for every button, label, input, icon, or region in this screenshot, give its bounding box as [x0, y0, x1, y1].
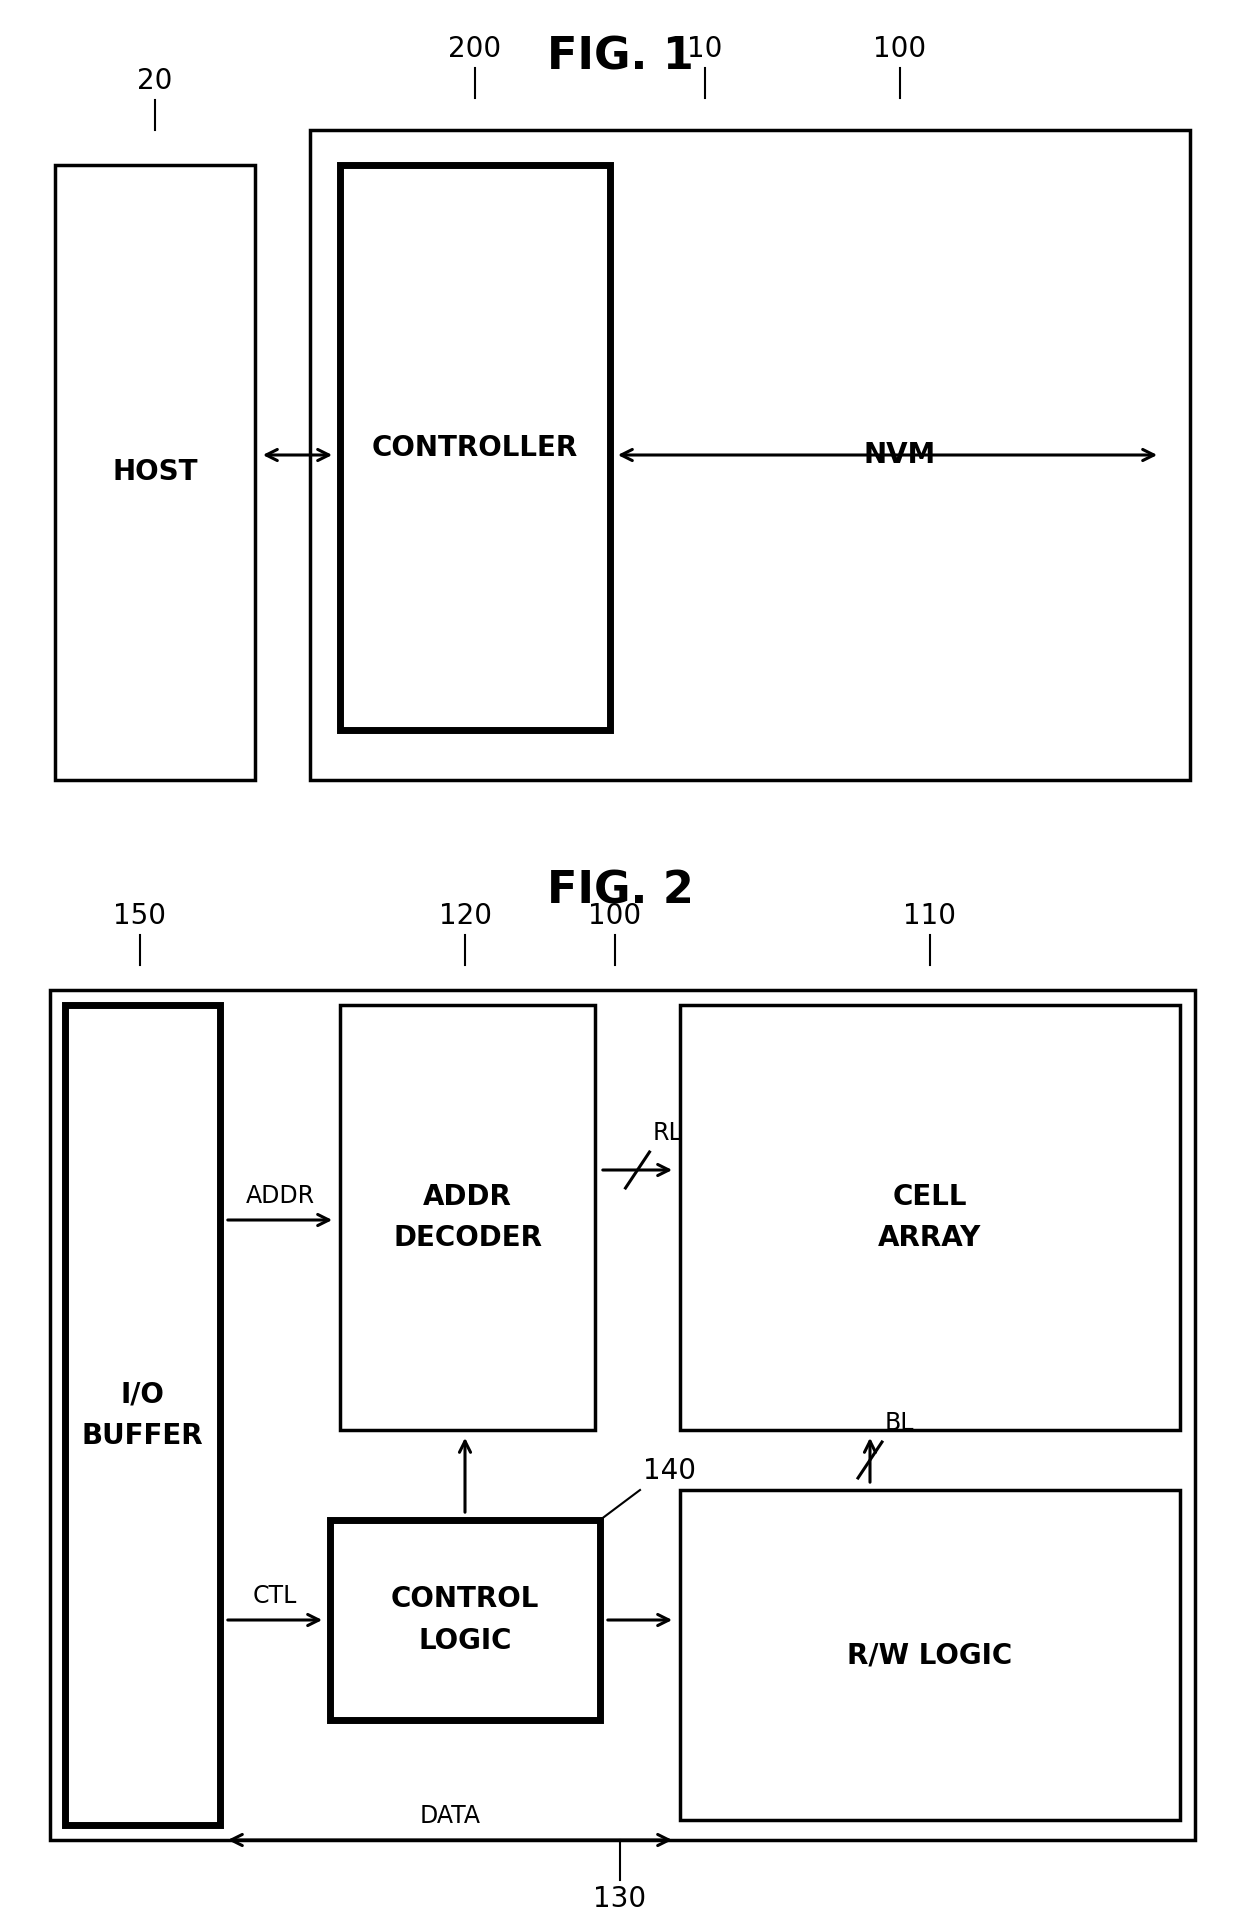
Text: BL: BL	[885, 1411, 915, 1435]
Text: NVM: NVM	[864, 440, 936, 469]
Text: CELL
ARRAY: CELL ARRAY	[878, 1183, 982, 1252]
Text: 100: 100	[589, 902, 641, 931]
Text: CTL: CTL	[253, 1585, 298, 1608]
Text: FIG. 2: FIG. 2	[547, 869, 693, 913]
Text: 20: 20	[138, 67, 172, 94]
Bar	[64, 1006, 219, 1825]
Bar	[340, 165, 610, 731]
Bar	[330, 1519, 600, 1719]
Bar	[340, 1006, 595, 1431]
Text: 150: 150	[114, 902, 166, 931]
Text: ADDR: ADDR	[246, 1185, 315, 1208]
Text: 120: 120	[439, 902, 491, 931]
Text: I/O
BUFFER: I/O BUFFER	[82, 1381, 203, 1450]
Text: 10: 10	[687, 35, 723, 63]
Text: 130: 130	[594, 1885, 646, 1913]
Text: ADDR
DECODER: ADDR DECODER	[393, 1183, 542, 1252]
Bar	[310, 131, 1190, 781]
Text: RL: RL	[652, 1121, 682, 1144]
Text: R/W LOGIC: R/W LOGIC	[847, 1640, 1013, 1669]
Bar	[50, 990, 1195, 1840]
Text: FIG. 1: FIG. 1	[547, 35, 693, 79]
Text: 200: 200	[449, 35, 501, 63]
Text: CONTROL
LOGIC: CONTROL LOGIC	[391, 1585, 539, 1654]
Text: DATA: DATA	[419, 1804, 481, 1829]
Bar	[680, 1006, 1180, 1431]
Text: 100: 100	[873, 35, 926, 63]
Bar	[55, 165, 255, 781]
Text: 140: 140	[644, 1458, 696, 1485]
Text: 110: 110	[904, 902, 956, 931]
Bar	[680, 1490, 1180, 1819]
Text: HOST: HOST	[113, 458, 197, 487]
Text: CONTROLLER: CONTROLLER	[372, 433, 578, 462]
